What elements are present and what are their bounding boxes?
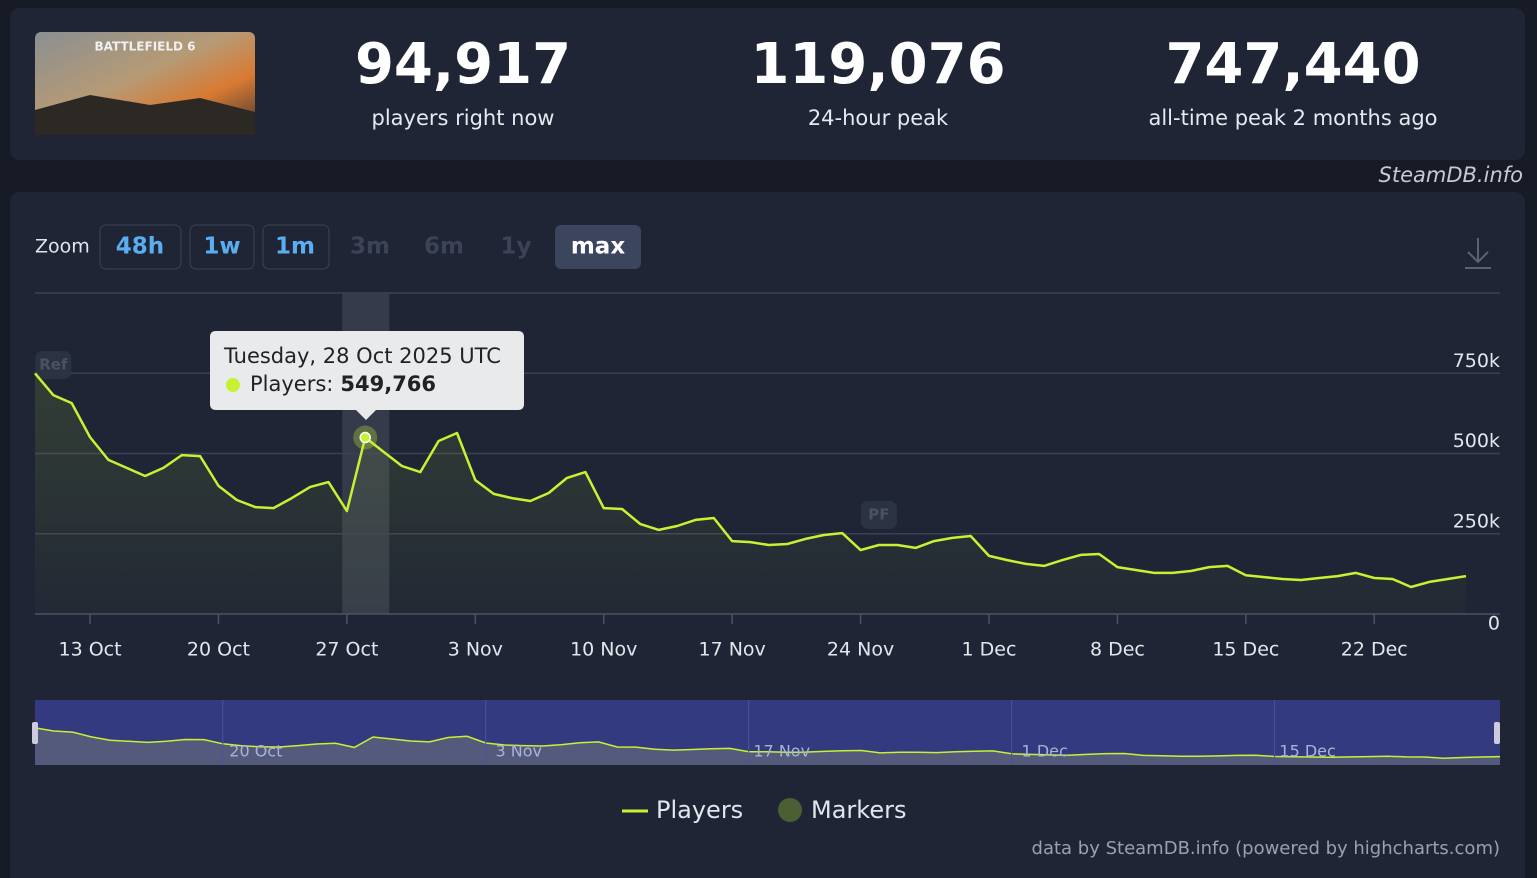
navigator-label: 1 Dec [1022, 742, 1068, 761]
zoom-button-frame [555, 225, 641, 269]
legend-label[interactable]: Markers [811, 796, 906, 824]
navigator-label: 20 Oct [229, 742, 282, 761]
download-button[interactable] [1465, 238, 1491, 269]
x-tick-label: 3 Nov [448, 639, 503, 661]
tooltip-title: Tuesday, 28 Oct 2025 UTC [223, 344, 501, 368]
legend-marker [778, 798, 802, 822]
watermark: SteamDB.info [1379, 163, 1523, 187]
navigator-label: 17 Nov [753, 742, 810, 761]
zoom-button-label: 6m [424, 234, 464, 260]
series-area [35, 373, 1466, 614]
zoom-button[interactable]: 48h [99, 224, 182, 270]
game-art-ground [35, 95, 255, 135]
x-tick-label: 15 Dec [1212, 639, 1279, 661]
stat-value: 94,917 [355, 32, 571, 97]
marker-label: PF [868, 505, 889, 523]
navigator-area [35, 727, 1500, 765]
zoom-button[interactable]: 1m [262, 224, 330, 270]
tooltip-row: Players: 549,766 [250, 372, 436, 396]
navigator-label: 3 Nov [496, 742, 543, 761]
x-tick-label: 20 Oct [187, 639, 250, 661]
zoom-button-frame [262, 224, 330, 270]
navigator-label: 15 Dec [1279, 742, 1335, 761]
zoom-button-frame [99, 224, 182, 270]
y-tick-label: 0 [1488, 613, 1500, 635]
header-panel [10, 8, 1525, 160]
y-tick-label: 250k [1453, 510, 1500, 532]
x-tick-label: 8 Dec [1090, 639, 1145, 661]
y-tick-label: 750k [1453, 350, 1500, 372]
navigator-line [34, 727, 1501, 759]
zoom-button-label[interactable]: 1m [275, 234, 315, 260]
zoom-button-frame [189, 224, 255, 270]
game-art-title: BATTLEFIELD 6 [95, 40, 196, 54]
zoom-button[interactable]: 1w [189, 224, 255, 270]
zoom-button-label[interactable]: max [571, 234, 625, 260]
zoom-button-label: 1y [501, 234, 532, 260]
stat-value: 747,440 [1165, 32, 1420, 97]
zoom-button-label[interactable]: 48h [116, 234, 164, 260]
download-icon[interactable] [1465, 238, 1491, 269]
x-tick-label: 24 Nov [827, 639, 894, 661]
zoom-button-label: 3m [350, 234, 390, 260]
x-tick-label: 1 Dec [962, 639, 1017, 661]
x-tick-label: 27 Oct [315, 639, 378, 661]
navigator-handle[interactable] [1494, 722, 1500, 744]
navigator-handle[interactable] [32, 722, 38, 744]
tooltip-swatch [226, 378, 240, 392]
x-tick-label: 17 Nov [698, 639, 765, 661]
x-tick-label: 13 Oct [58, 639, 121, 661]
y-tick-label: 500k [1453, 430, 1500, 452]
legend-label[interactable]: Players [656, 796, 743, 824]
stat-label: all-time peak 2 months ago [1148, 106, 1437, 130]
marker-badge [35, 351, 72, 380]
credits: data by SteamDB.info (powered by highcha… [1032, 838, 1500, 859]
hover-point [359, 431, 371, 444]
tooltip-series: Players: [250, 372, 333, 396]
tooltip-box [210, 331, 524, 420]
marker-badge [860, 500, 897, 529]
x-tick-label: 10 Nov [570, 639, 637, 661]
stat-label: 24-hour peak [808, 106, 949, 130]
zoom-label: Zoom [35, 236, 90, 258]
stat-value: 119,076 [750, 32, 1005, 97]
tooltip-value: 549,766 [340, 372, 436, 396]
zoom-button[interactable]: max [555, 225, 641, 269]
series-line [34, 372, 1467, 589]
zoom-button-label[interactable]: 1w [203, 234, 240, 260]
marker-label: Ref [39, 356, 68, 374]
x-tick-label: 22 Dec [1341, 639, 1408, 661]
stat-label: players right now [372, 106, 555, 130]
